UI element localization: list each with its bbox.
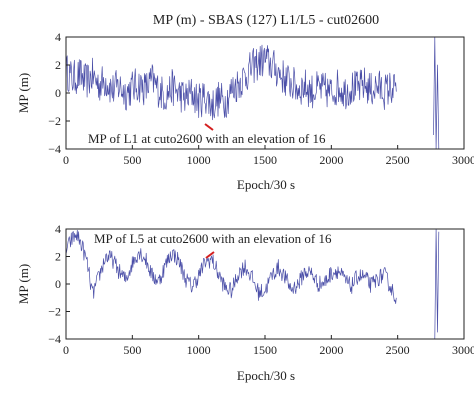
chart1-y-tick-label: −2 bbox=[48, 305, 61, 319]
chart0-y-tick-label: 0 bbox=[55, 86, 61, 100]
chart0-x-tick-label: 500 bbox=[123, 153, 141, 167]
chart0-series-line-1 bbox=[433, 36, 440, 150]
chart0-x-tick-label: 3000 bbox=[452, 153, 474, 167]
chart0-y-tick-label: 4 bbox=[55, 30, 61, 44]
chart1-series-line-0 bbox=[65, 229, 397, 304]
chart1-x-tick-label: 3000 bbox=[452, 343, 474, 357]
chart1-y-tick-label: −4 bbox=[48, 332, 61, 346]
chart1-x-tick-label: 1000 bbox=[187, 343, 211, 357]
mp-l5-annotation: MP of L5 at cuto2600 with an elevation o… bbox=[94, 231, 332, 246]
chart0-x-tick-label: 2000 bbox=[319, 153, 343, 167]
chart0-x-tick-label: 1000 bbox=[187, 153, 211, 167]
chart0-x-tick-label: 2500 bbox=[386, 153, 410, 167]
mp-l1-chart: 0 500 1000 1500 2000 2500 3000 4 2 0 −2 −4 MP of L1… bbox=[16, 30, 474, 192]
chart1-x-tick-label: 2500 bbox=[386, 343, 410, 357]
chart1-x-tick-label: 500 bbox=[123, 343, 141, 357]
mp-l5-chart: 0 500 1000 1500 2000 2500 3000 4 2 0 −2 −4 MP of L5… bbox=[16, 222, 474, 383]
mp-l1-y-axis-label: MP (m) bbox=[16, 73, 31, 113]
mp-l1-ticks: 0 500 1000 1500 2000 2500 3000 4 2 0 −2 −4 bbox=[48, 30, 474, 167]
chart1-y-tick-label: 4 bbox=[55, 222, 61, 236]
mp-l1-annotation-arrow bbox=[204, 123, 214, 131]
mp-l5-x-axis-label: Epoch/30 s bbox=[237, 368, 295, 383]
chart0-series-line-0 bbox=[65, 44, 397, 121]
mp-l5-annotation-arrow bbox=[205, 251, 215, 259]
chart0-y-tick-label: −4 bbox=[48, 142, 61, 156]
chart1-y-tick-label: 0 bbox=[55, 277, 61, 291]
chart0-y-tick-label: 2 bbox=[55, 58, 61, 72]
chart1-x-tick-label: 0 bbox=[63, 343, 69, 357]
chart1-x-tick-label: 1500 bbox=[253, 343, 277, 357]
mp-l5-y-axis-label: MP (m) bbox=[16, 264, 31, 304]
mp-l1-x-axis-label: Epoch/30 s bbox=[237, 177, 295, 192]
chart1-series-line-1 bbox=[434, 228, 440, 340]
chart0-y-tick-label: −2 bbox=[48, 114, 61, 128]
chart1-y-tick-label: 2 bbox=[55, 250, 61, 264]
mp-l5-ticks: 0 500 1000 1500 2000 2500 3000 4 2 0 −2 −4 bbox=[48, 222, 474, 357]
chart0-x-tick-label: 0 bbox=[63, 153, 69, 167]
chart1-x-tick-label: 2000 bbox=[319, 343, 343, 357]
mp-l1-annotation: MP of L1 at cuto2600 with an elevation o… bbox=[88, 131, 326, 146]
chart-title: MP (m) - SBAS (127) L1/L5 - cut02600 bbox=[153, 13, 379, 28]
chart0-x-tick-label: 1500 bbox=[253, 153, 277, 167]
mp-l5-series-layer bbox=[65, 228, 440, 340]
